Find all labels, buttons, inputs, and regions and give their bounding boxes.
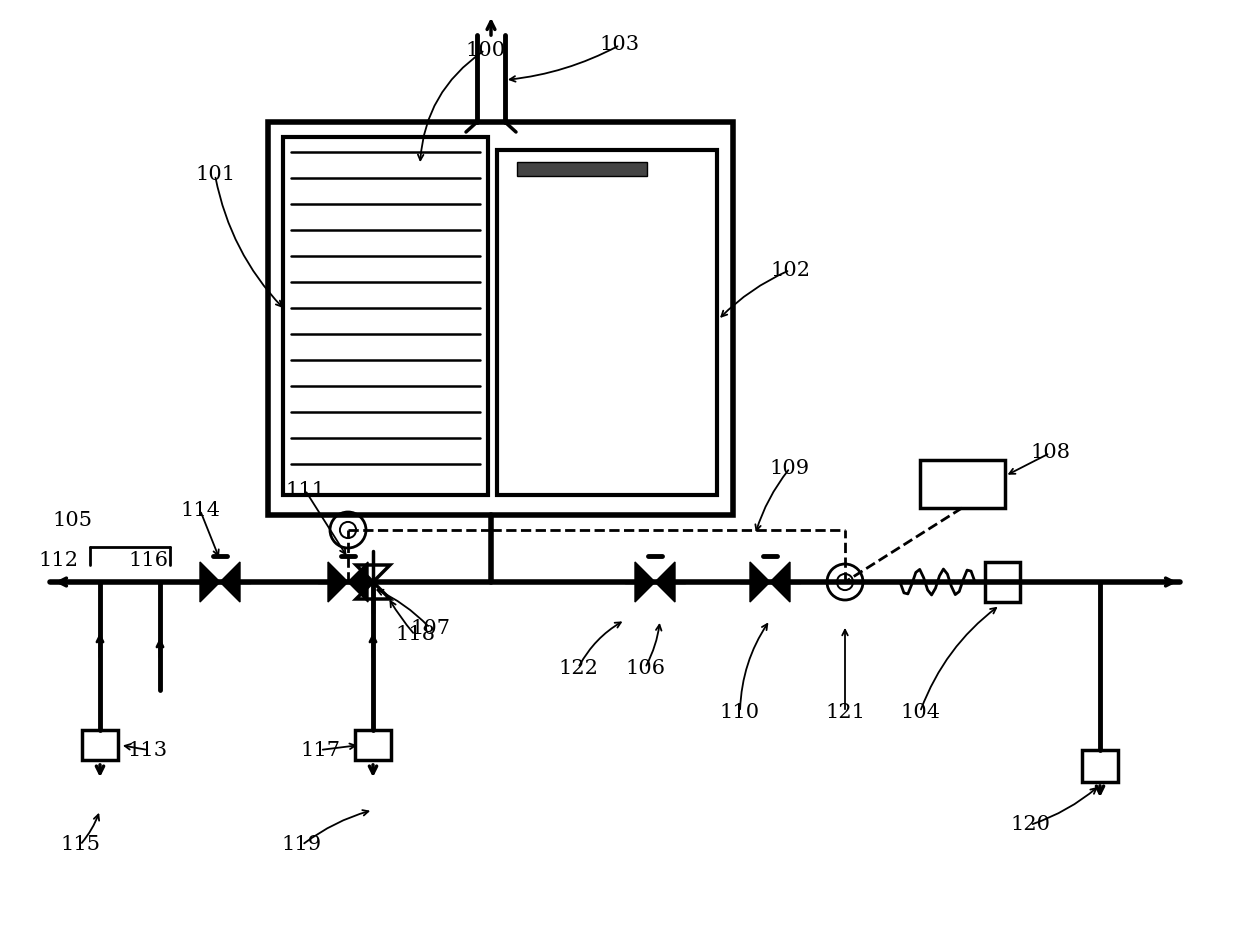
- Text: 102: 102: [770, 261, 810, 280]
- Polygon shape: [219, 562, 241, 602]
- Text: 112: 112: [38, 551, 78, 570]
- Text: 117: 117: [300, 741, 340, 760]
- Bar: [283, 137, 489, 495]
- Bar: [985, 562, 1021, 602]
- Polygon shape: [348, 562, 368, 602]
- Bar: [517, 162, 647, 176]
- Text: 116: 116: [128, 551, 167, 570]
- Text: 109: 109: [770, 458, 810, 477]
- Text: 121: 121: [825, 703, 866, 722]
- Text: 108: 108: [1030, 443, 1070, 462]
- Text: 110: 110: [720, 703, 760, 722]
- Text: 113: 113: [128, 741, 169, 760]
- Bar: [355, 730, 391, 760]
- Text: 104: 104: [900, 703, 940, 722]
- Bar: [920, 460, 1004, 508]
- Polygon shape: [200, 562, 219, 602]
- Text: 106: 106: [625, 658, 665, 677]
- Text: 107: 107: [410, 618, 450, 637]
- Bar: [497, 150, 717, 495]
- Text: 118: 118: [396, 626, 435, 645]
- Text: 114: 114: [180, 500, 219, 519]
- Text: 105: 105: [52, 511, 92, 530]
- Text: 120: 120: [1011, 816, 1050, 834]
- Polygon shape: [770, 562, 790, 602]
- Text: 100: 100: [465, 41, 505, 60]
- Polygon shape: [635, 562, 655, 602]
- Text: 103: 103: [600, 35, 640, 54]
- Polygon shape: [750, 562, 770, 602]
- Polygon shape: [655, 562, 675, 602]
- Bar: [1083, 750, 1118, 782]
- Text: 122: 122: [558, 658, 598, 677]
- Text: 111: 111: [285, 480, 325, 499]
- Text: 115: 115: [60, 836, 100, 855]
- Text: 101: 101: [195, 165, 236, 184]
- Bar: [82, 730, 118, 760]
- Polygon shape: [329, 562, 348, 602]
- Text: 119: 119: [281, 836, 322, 855]
- Bar: [268, 122, 733, 515]
